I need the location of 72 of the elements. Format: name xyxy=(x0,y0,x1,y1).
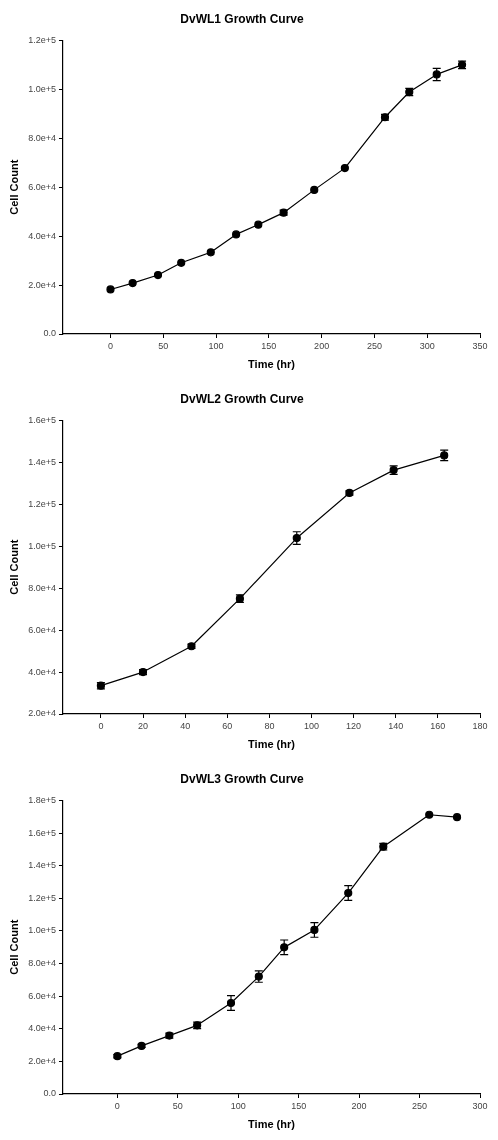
y-tick-label: 0.0 xyxy=(43,328,56,339)
y-tick-label: 1.6e+5 xyxy=(28,827,56,838)
point xyxy=(206,248,215,257)
x-tick-label: 140 xyxy=(388,720,404,731)
y-tick-label: 1.2e+5 xyxy=(28,34,56,45)
point xyxy=(340,164,349,173)
x-tick-label: 80 xyxy=(264,720,275,731)
y-tick-label: 1.0e+5 xyxy=(28,83,56,94)
y-axis-title: Cell Count xyxy=(7,159,20,215)
y-tick-label: 2.0e+4 xyxy=(28,1055,56,1066)
point xyxy=(106,285,115,294)
point xyxy=(280,943,289,952)
y-tick-label: 1.2e+5 xyxy=(28,498,56,509)
x-tick-label: 50 xyxy=(172,1100,183,1111)
x-axis-title: Time (hr) xyxy=(248,358,296,371)
y-tick-label: 6.0e+4 xyxy=(28,990,56,1001)
y-tick-label: 4.0e+4 xyxy=(28,666,56,677)
y-tick-label: 4.0e+4 xyxy=(28,230,56,241)
chart-title: DvWL2 Growth Curve xyxy=(180,391,304,406)
y-tick-label: 6.0e+4 xyxy=(28,624,56,635)
y-tick-label: 2.0e+4 xyxy=(28,279,56,290)
y-tick-label: 1.6e+5 xyxy=(28,414,56,425)
y-tick-label: 1.4e+5 xyxy=(28,456,56,467)
x-tick-label: 60 xyxy=(222,720,233,731)
y-tick-label: 1.4e+5 xyxy=(28,860,56,871)
x-tick-label: 300 xyxy=(472,1100,488,1111)
x-tick-label: 180 xyxy=(472,720,488,731)
point xyxy=(128,279,137,288)
x-tick-label: 120 xyxy=(346,720,362,731)
chart-title: DvWL1 Growth Curve xyxy=(180,11,304,26)
x-tick-label: 200 xyxy=(314,340,330,351)
x-tick-label: 150 xyxy=(261,340,277,351)
x-tick-label: 100 xyxy=(208,340,224,351)
x-tick-label: 250 xyxy=(366,340,382,351)
y-tick-label: 8.0e+4 xyxy=(28,958,56,968)
x-axis-title: Time (hr) xyxy=(248,738,296,751)
y-tick-label: 8.0e+4 xyxy=(28,132,56,143)
x-tick-label: 100 xyxy=(303,720,320,731)
x-tick-label: 150 xyxy=(291,1100,307,1111)
x-tick-label: 350 xyxy=(472,340,488,351)
x-tick-label: 250 xyxy=(412,1100,428,1111)
point xyxy=(452,813,462,822)
y-tick-label: 1.0e+5 xyxy=(28,540,56,551)
y-tick-label: 4.0e+4 xyxy=(28,1023,56,1034)
y-tick-label: 6.0e+4 xyxy=(28,181,56,192)
point xyxy=(232,230,241,239)
y-tick-label: 1.8e+5 xyxy=(28,794,56,805)
x-tick-label: 300 xyxy=(419,340,435,351)
point xyxy=(177,258,186,267)
y-tick-label: 1.2e+5 xyxy=(28,892,56,903)
point xyxy=(425,810,434,819)
x-tick-label: 100 xyxy=(230,1100,246,1111)
x-tick-label: 40 xyxy=(180,720,191,731)
x-axis-title: Time (hr) xyxy=(248,1118,296,1131)
chart-title: DvWL3 Growth Curve xyxy=(180,771,304,786)
x-tick-label: 0 xyxy=(107,340,113,351)
x-tick-label: 200 xyxy=(351,1100,367,1111)
y-tick-label: 0.0 xyxy=(43,1088,56,1099)
x-tick-label: 0 xyxy=(98,720,104,731)
x-tick-label: 0 xyxy=(114,1100,120,1111)
y-axis-title: Cell Count xyxy=(7,919,20,975)
point xyxy=(310,925,319,935)
y-tick-label: 1.0e+5 xyxy=(28,925,56,936)
point xyxy=(153,270,163,280)
x-tick-label: 20 xyxy=(138,720,149,731)
y-tick-label: 2.0e+4 xyxy=(28,708,56,719)
x-tick-label: 160 xyxy=(430,720,446,731)
point xyxy=(310,185,319,194)
y-axis-title: Cell Count xyxy=(7,539,20,595)
y-tick-label: 8.0e+4 xyxy=(28,582,56,593)
x-tick-label: 50 xyxy=(158,340,169,351)
point xyxy=(254,220,263,229)
